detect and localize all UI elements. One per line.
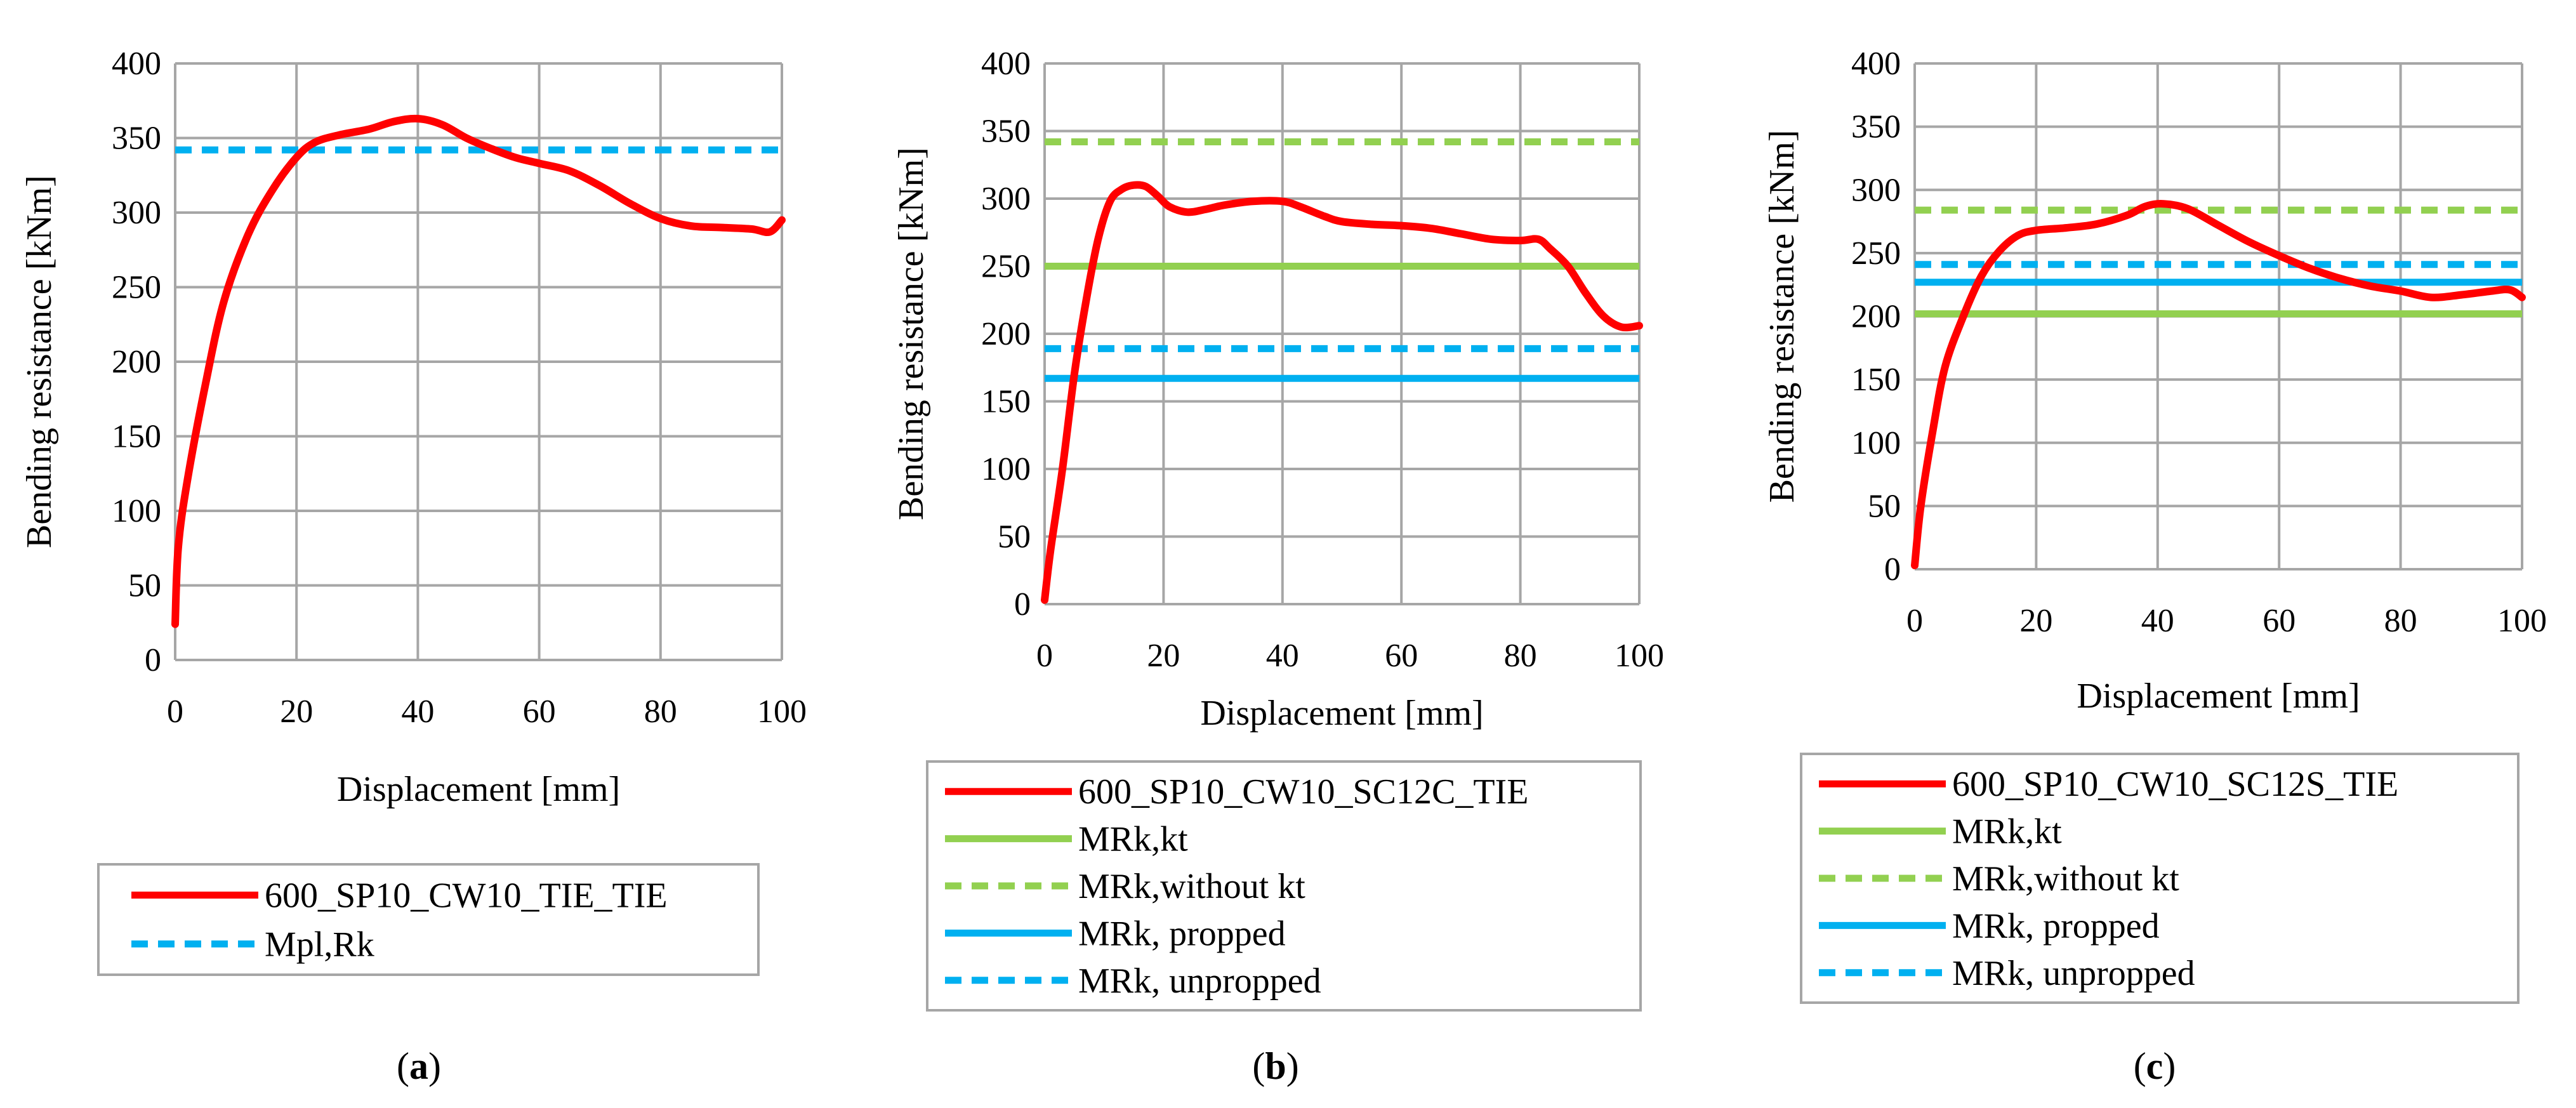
x-tick-label: 80 [2384, 603, 2417, 639]
y-tick-label: 400 [112, 46, 161, 82]
x-axis-title: Displacement [mm] [337, 770, 620, 809]
y-tick-label: 150 [1851, 362, 1901, 398]
y-tick-label: 300 [1851, 172, 1901, 208]
legend-label: Mpl,Rk [265, 925, 374, 965]
legend-label: MRk,without kt [1078, 867, 1305, 906]
legend-label: MRk,without kt [1952, 859, 2179, 899]
y-tick-label: 350 [1851, 109, 1901, 145]
x-tick-label: 100 [1615, 638, 1664, 674]
panel-label-prefix: ( [2134, 1045, 2146, 1087]
x-tick-label: 0 [1906, 603, 1923, 639]
legend-box [926, 760, 1642, 1012]
y-tick-label: 0 [1014, 586, 1031, 623]
x-axis-title: Displacement [mm] [2077, 676, 2360, 716]
y-tick-label: 350 [981, 114, 1031, 150]
legend-label: MRk, unpropped [1952, 954, 2195, 993]
x-tick-label: 60 [1385, 638, 1418, 674]
y-tick-label: 50 [128, 568, 161, 604]
legend: 600_SP10_CW10_SC12S_TIE MRk,kt MRk,without… [1800, 753, 2520, 1004]
legend: 600_SP10_CW10_TIE_TIE Mpl,Rk [97, 863, 760, 976]
y-tick-label: 350 [112, 121, 161, 157]
y-tick-label: 150 [112, 419, 161, 455]
y-axis-title: Bending resistance [kNm] [892, 147, 931, 520]
x-tick-label: 40 [401, 694, 434, 730]
panel-label-letter: b [1265, 1045, 1286, 1087]
y-tick-label: 100 [1851, 425, 1901, 461]
y-tick-label: 50 [998, 519, 1031, 555]
y-tick-label: 200 [1851, 299, 1901, 335]
y-tick-label: 400 [1851, 46, 1901, 82]
y-tick-label: 0 [145, 642, 161, 678]
legend-label: MRk, propped [1078, 914, 1286, 953]
y-tick-label: 200 [981, 316, 1031, 352]
x-tick-label: 40 [2141, 603, 2174, 639]
x-tick-label: 100 [757, 694, 807, 730]
panel-label-suffix: ) [2163, 1045, 2176, 1087]
panel-label-suffix: ) [428, 1045, 441, 1087]
legend-label: MRk,kt [1952, 812, 2062, 852]
legend: 600_SP10_CW10_SC12C_TIE MRk,kt MRk,without… [926, 760, 1642, 1012]
legend-label: 600_SP10_CW10_TIE_TIE [265, 876, 668, 916]
legend-label: MRk,kt [1078, 820, 1188, 859]
x-tick-label: 0 [1036, 638, 1053, 674]
legend-box [1800, 753, 2520, 1004]
x-axis-title: Displacement [mm] [1200, 694, 1483, 733]
y-tick-label: 200 [112, 344, 161, 380]
panel-label-prefix: ( [1252, 1045, 1265, 1087]
panel-label-letter: a [409, 1045, 428, 1087]
x-tick-label: 0 [167, 694, 183, 730]
panel-label-suffix: ) [1286, 1045, 1299, 1087]
y-tick-label: 0 [1884, 551, 1901, 588]
x-tick-label: 60 [523, 694, 556, 730]
panel-label-letter: c [2146, 1045, 2163, 1087]
panel-label: (a) [397, 1045, 441, 1087]
panel-label: (c) [2134, 1045, 2176, 1087]
x-tick-label: 80 [644, 694, 677, 730]
y-tick-label: 400 [981, 46, 1031, 82]
y-tick-label: 50 [1868, 488, 1901, 524]
y-tick-label: 100 [112, 493, 161, 529]
legend-label: MRk, propped [1952, 906, 2160, 946]
chart-b: 0 50 100 150 200 250 300 350 400 0 20 40 60 80 100 Disp… [892, 46, 1664, 1087]
series-curve-600-sp10-cw10-sc12c-tie [1041, 181, 1643, 604]
x-tick-label: 20 [2019, 603, 2052, 639]
panel-label-prefix: ( [397, 1045, 409, 1087]
y-tick-label: 150 [981, 384, 1031, 420]
x-tick-label: 100 [2497, 603, 2547, 639]
panel-label: (b) [1252, 1045, 1298, 1087]
y-tick-label: 250 [112, 270, 161, 306]
legend-label: 600_SP10_CW10_SC12C_TIE [1078, 772, 1528, 812]
legend-box [97, 863, 760, 976]
x-tick-label: 60 [2262, 603, 2295, 639]
y-tick-label: 250 [1851, 235, 1901, 272]
y-tick-label: 300 [981, 181, 1031, 217]
y-axis-title: Bending resistance [kNm] [20, 175, 59, 548]
series-curve-600-sp10-cw10-sc12s-tie [1911, 200, 2526, 569]
y-tick-label: 100 [981, 451, 1031, 487]
x-tick-label: 80 [1504, 638, 1537, 674]
series-curve-600-sp10-cw10-tie-tie [171, 114, 786, 628]
x-tick-label: 20 [280, 694, 313, 730]
legend-label: MRk, unpropped [1078, 961, 1321, 1001]
chart-c: 0 50 100 150 200 250 300 350 400 0 20 40 60 80 100 Disp… [1762, 46, 2547, 1087]
legend-label: 600_SP10_CW10_SC12S_TIE [1952, 765, 2398, 804]
chart-a: 0 50 100 150 200 250 300 350 400 0 20 40 60 80 100 Disp… [20, 46, 807, 1087]
x-tick-label: 40 [1266, 638, 1299, 674]
y-axis-title: Bending resistance [kNm] [1762, 130, 1802, 503]
x-tick-label: 20 [1147, 638, 1180, 674]
y-tick-label: 300 [112, 195, 161, 231]
y-tick-label: 250 [981, 249, 1031, 285]
